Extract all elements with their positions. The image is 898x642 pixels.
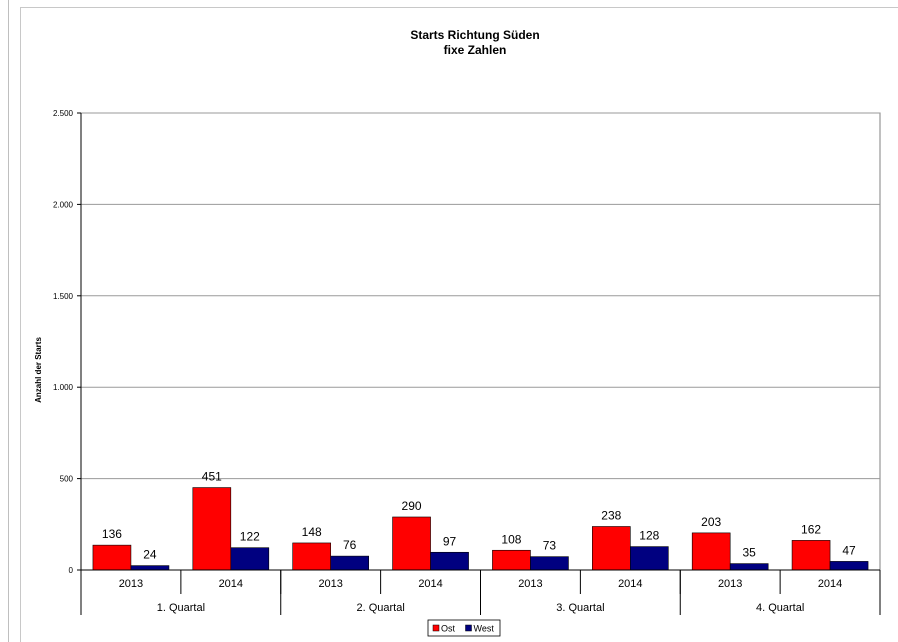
bar-ost — [791, 540, 831, 571]
legend-label-west: West — [474, 624, 495, 634]
legend-swatch-ost — [432, 624, 440, 632]
bar-ost — [592, 526, 631, 571]
bar-west — [430, 551, 469, 571]
x-tick-label: 2013 — [119, 578, 143, 590]
x-tick-label: 2014 — [618, 578, 642, 590]
data-label: 451 — [202, 470, 222, 484]
y-axis-label: Anzahl der Starts — [34, 337, 43, 403]
x-tick-label: 2014 — [818, 578, 842, 590]
group-label: 3. Quartal — [556, 602, 604, 614]
bar-west — [530, 556, 569, 571]
data-label: 128 — [639, 529, 659, 543]
data-label: 76 — [343, 538, 357, 552]
bar-ost — [292, 542, 331, 571]
data-label: 148 — [302, 525, 322, 539]
window-left-border — [8, 0, 9, 642]
data-label: 35 — [743, 546, 757, 560]
legend-swatch-west — [465, 624, 472, 632]
y-tick-label: 2.000 — [53, 200, 74, 209]
bar-ost — [192, 487, 232, 571]
data-label: 73 — [543, 539, 557, 553]
x-tick-label: 2014 — [418, 578, 442, 590]
data-label: 290 — [402, 499, 422, 513]
y-tick-label: 500 — [60, 475, 74, 484]
y-tick-label: 2.500 — [53, 109, 74, 118]
bar-west — [630, 546, 669, 571]
y-tick-label: 1.500 — [53, 292, 74, 301]
group-label: 2. Quartal — [356, 602, 404, 614]
group-label: 1. Quartal — [157, 602, 205, 614]
data-label: 108 — [501, 532, 521, 546]
chart-subtitle: fixe Zahlen — [444, 43, 507, 57]
data-label: 47 — [842, 543, 856, 557]
data-label: 238 — [601, 508, 621, 522]
x-tick-label: 2013 — [718, 578, 742, 590]
legend-label-ost: Ost — [441, 624, 456, 634]
y-tick-label: 1.000 — [53, 383, 74, 392]
chart-frame — [20, 7, 898, 642]
bar-ost — [92, 544, 132, 571]
x-tick-label: 2014 — [219, 578, 243, 590]
x-tick-label: 2013 — [318, 578, 342, 590]
legend: Ost West — [427, 619, 501, 637]
bar-west — [330, 555, 369, 571]
data-label: 24 — [143, 548, 157, 562]
legend-box — [427, 619, 501, 637]
bar-ost — [691, 532, 731, 571]
data-label: 203 — [701, 515, 721, 529]
group-label: 4. Quartal — [756, 602, 804, 614]
bar-ost — [392, 516, 431, 571]
chart-title: Starts Richtung Süden — [410, 28, 539, 42]
bar-west — [130, 565, 170, 571]
bar-ost — [492, 549, 531, 571]
y-tick-label: 0 — [69, 566, 74, 575]
data-label: 162 — [801, 522, 821, 536]
bar-west — [729, 563, 769, 571]
x-tick-label: 2013 — [518, 578, 542, 590]
bar-west — [829, 561, 869, 571]
data-label: 97 — [443, 534, 457, 548]
bar-west — [230, 547, 270, 571]
data-label: 122 — [240, 530, 260, 544]
data-label: 136 — [102, 527, 122, 541]
